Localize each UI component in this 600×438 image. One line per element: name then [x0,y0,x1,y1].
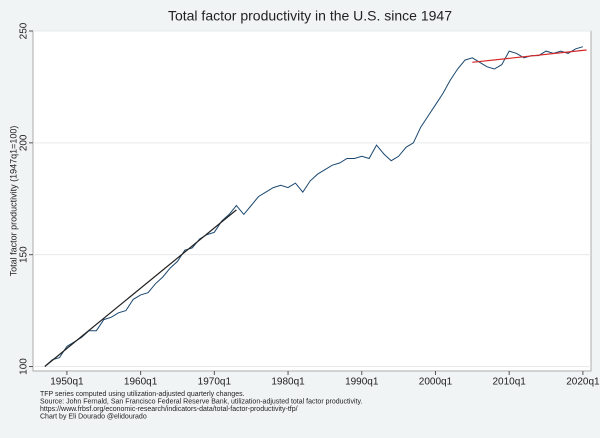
plot-area [32,30,592,372]
y-axis-label: Total factor productivity (1947q1=100) [8,126,18,277]
y-tick-label: 250 [19,22,30,39]
x-tick-label: 1980q1 [271,377,305,388]
footnote: Chart by Eli Dourado @elidourado [40,413,147,420]
trend-line [472,49,587,63]
y-tick-label: 150 [19,246,30,263]
x-tick-label: 1950q1 [50,377,84,388]
footnote: TFP series computed using utilization-ad… [40,391,245,398]
x-tick-label: 2020q1 [566,377,600,388]
footnote: Source: John Fernald, San Francisco Fede… [40,398,362,405]
series-line [44,46,584,367]
trend-line [44,209,237,367]
y-tick-label: 200 [19,134,30,151]
x-tick-label: 2010q1 [492,377,526,388]
y-tick-label: 100 [19,358,30,375]
chart-title: Total factor productivity in the U.S. si… [168,8,452,24]
footnote: https://www.frbsf.org/economic-research/… [40,406,298,413]
x-tick-label: 1970q1 [198,377,232,388]
x-tick-label: 1990q1 [345,377,379,388]
x-tick-label: 1960q1 [124,377,158,388]
x-tick-label: 2000q1 [419,377,453,388]
